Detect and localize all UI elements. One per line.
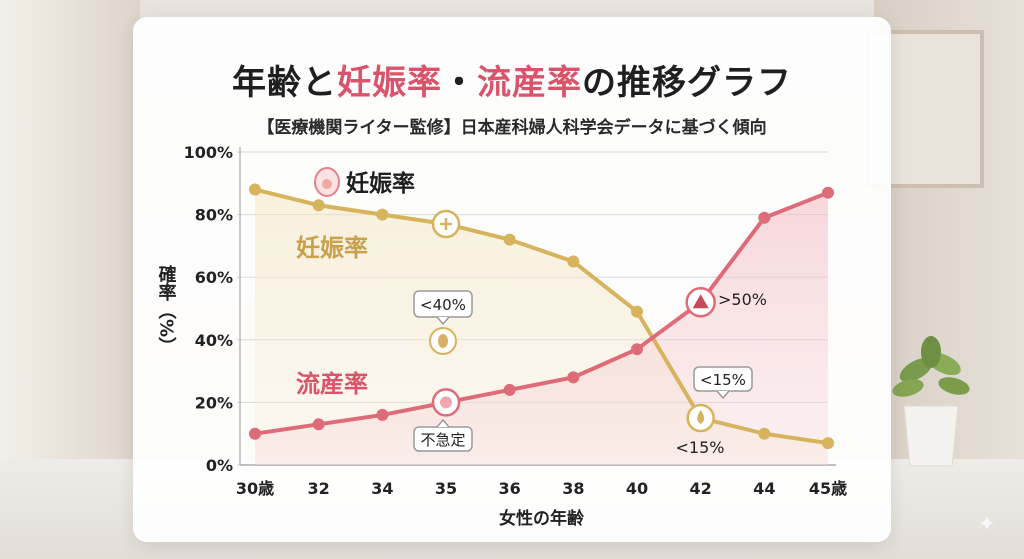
- y-tick-label: 60%: [195, 268, 233, 287]
- x-tick-label: 35: [435, 479, 457, 498]
- callout-unstable: 不急定: [413, 418, 473, 452]
- miscarriage-point: [567, 371, 580, 384]
- warning-glyph: [692, 294, 709, 309]
- x-axis-title: 女性の年齢: [499, 508, 585, 529]
- pregnancy-point: [631, 305, 643, 318]
- chart-title: 年齢と妊娠率・流産率の推移グラフ: [133, 55, 891, 104]
- callout-unstable-pointer: [436, 418, 450, 428]
- embryo-glyph: [440, 396, 452, 409]
- callout-lt15-box-text: <15%: [700, 371, 746, 389]
- y-tick-label: 80%: [195, 206, 233, 225]
- miscarriage-point: [376, 408, 389, 421]
- miscarriage-point: [822, 186, 834, 199]
- pregnancy-series-label: 妊娠率: [296, 234, 368, 262]
- x-tick-label: 38: [562, 479, 584, 498]
- plus-glyph: [440, 217, 452, 230]
- callout-lt15-box-pointer: [716, 390, 730, 400]
- callout-lt15-box: <15%: [693, 366, 753, 400]
- miscarriage-area: [255, 192, 828, 465]
- x-tick-label: 44: [753, 479, 775, 498]
- annotation-gt50: >50%: [718, 290, 767, 309]
- callout-lt40-text: <40%: [420, 296, 466, 314]
- miscarriage-point: [503, 383, 516, 396]
- callout-unstable-text: 不急定: [420, 431, 465, 449]
- legend-label: 妊娠率: [346, 170, 415, 197]
- miscarriage-point: [312, 418, 325, 431]
- pregnancy-point: [376, 208, 389, 221]
- pregnancy-point: [822, 437, 834, 450]
- sparkle-icon: ✦: [977, 512, 996, 537]
- y-tick-label: 0%: [206, 456, 233, 475]
- y-tick-label: 40%: [195, 331, 233, 350]
- x-tick-label: 30歳: [236, 479, 274, 498]
- title-part-miscarriage: 流産率: [477, 63, 582, 103]
- miscarriage-point: [249, 427, 261, 440]
- egg-glyph: [438, 334, 448, 348]
- callout-lt40: <40%: [413, 290, 473, 326]
- chart-subtitle: 【医療機関ライター監修】日本産科婦人科学会データに基づく傾向: [257, 118, 767, 138]
- title-part: 年齢と: [232, 63, 337, 103]
- y-axis-title: 確率（%）: [156, 264, 177, 355]
- miscarriage-line: [254, 190, 829, 436]
- title-part: の推移グラフ: [582, 63, 792, 103]
- pregnancy-point: [567, 255, 580, 268]
- callout-lt40-pointer: [436, 316, 450, 326]
- egg-glyph: [322, 179, 332, 189]
- y-tick-label: 100%: [184, 143, 233, 162]
- x-tick-label: 36: [499, 479, 521, 498]
- miscarriage-point: [631, 343, 643, 356]
- pregnancy-line: [254, 187, 829, 446]
- pregnancy-point: [503, 233, 516, 246]
- miscarriage-point: [758, 211, 771, 224]
- x-tick-label: 42: [690, 479, 712, 498]
- miscarriage-series-label: 流産率: [296, 370, 368, 398]
- pregnancy-point: [249, 183, 261, 196]
- pregnancy-point: [312, 199, 325, 212]
- title-part: ・: [442, 63, 477, 103]
- annotation-lt15: <15%: [676, 438, 725, 457]
- x-tick-label: 34: [371, 479, 393, 498]
- pregnancy-point: [758, 427, 771, 440]
- title-part-pregnancy: 妊娠率: [337, 63, 442, 103]
- x-tick-label: 32: [308, 479, 330, 498]
- y-tick-label: 20%: [195, 393, 233, 412]
- x-tick-label: 45歳: [809, 479, 847, 498]
- drop-glyph: [697, 410, 705, 425]
- potted-plant-icon: [892, 336, 970, 467]
- x-tick-label: 40: [626, 479, 648, 498]
